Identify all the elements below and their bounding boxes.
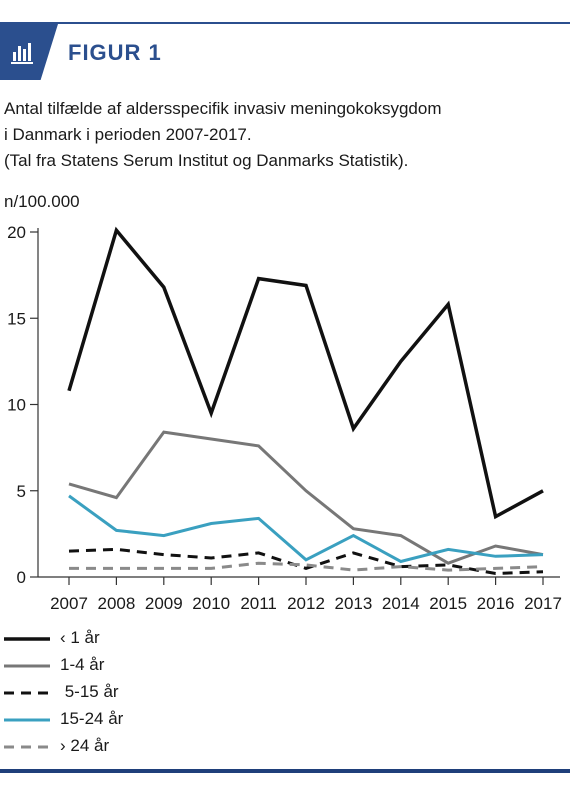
- legend-item: 1-4 år: [4, 653, 304, 680]
- legend-item: 5-15 år: [4, 680, 304, 707]
- legend-swatch: [4, 691, 50, 695]
- legend-label: 1-4 år: [60, 655, 105, 674]
- x-tick-label: 2017: [524, 594, 562, 613]
- legend-swatch: [4, 745, 50, 749]
- y-tick-label: 0: [17, 568, 26, 587]
- legend-label: ‹ 1 år: [60, 628, 100, 647]
- legend-swatch: [4, 664, 50, 668]
- x-tick-label: 2015: [429, 594, 467, 613]
- series-line-4: [68, 494, 544, 564]
- caption-line-2: i Danmark i perioden 2007-2017.: [4, 125, 252, 144]
- legend-item: ‹ 1 år: [4, 626, 304, 653]
- figure-caption: Antal tilfælde af aldersspecifik invasiv…: [4, 96, 564, 174]
- bar-chart-icon: [11, 43, 33, 64]
- legend-label: › 24 år: [60, 736, 110, 755]
- legend-label: 15-24 år: [60, 709, 124, 728]
- series-line-2: [68, 430, 544, 565]
- bottom-rule: [0, 769, 570, 773]
- line-chart: 0 5 10 15 20 2007 2008 2009 2010 2011 2012 2013 2014…: [7, 223, 562, 613]
- x-tick-label: 2007: [50, 594, 88, 613]
- series-line-1: [67, 226, 544, 520]
- chart-legend: ‹ 1 år 1-4 år 5-15 år 15-24 år › 24 år: [4, 626, 304, 761]
- caption-line-3: (Tal fra Statens Serum Institut og Danma…: [4, 151, 409, 170]
- x-tick-label: 2013: [334, 594, 372, 613]
- y-tick-label: 5: [17, 482, 26, 501]
- legend-label: 5-15 år: [60, 682, 119, 701]
- x-tick-label: 2008: [97, 594, 135, 613]
- x-tick-label: 2014: [382, 594, 420, 613]
- y-tick-label: 20: [7, 223, 26, 242]
- top-rule: [0, 22, 570, 24]
- x-tick-label: 2009: [145, 594, 183, 613]
- legend-swatch: [4, 718, 50, 722]
- y-tick-label: 15: [7, 309, 26, 328]
- x-tick-label: 2016: [477, 594, 515, 613]
- figure-label: FIGUR 1: [68, 40, 162, 65]
- series-line-3: [68, 547, 544, 576]
- y-tick-label: 10: [7, 396, 26, 415]
- x-tick-label: 2010: [192, 594, 230, 613]
- legend-swatch: [4, 637, 50, 641]
- x-tick-label: 2011: [240, 594, 277, 613]
- x-tick-label: 2012: [287, 594, 325, 613]
- y-axis-label: n/100.000: [4, 192, 80, 211]
- series-line-5: [69, 561, 544, 572]
- legend-item: › 24 år: [4, 734, 304, 761]
- caption-line-1: Antal tilfælde af aldersspecifik invasiv…: [4, 99, 442, 118]
- legend-item: 15-24 år: [4, 707, 304, 734]
